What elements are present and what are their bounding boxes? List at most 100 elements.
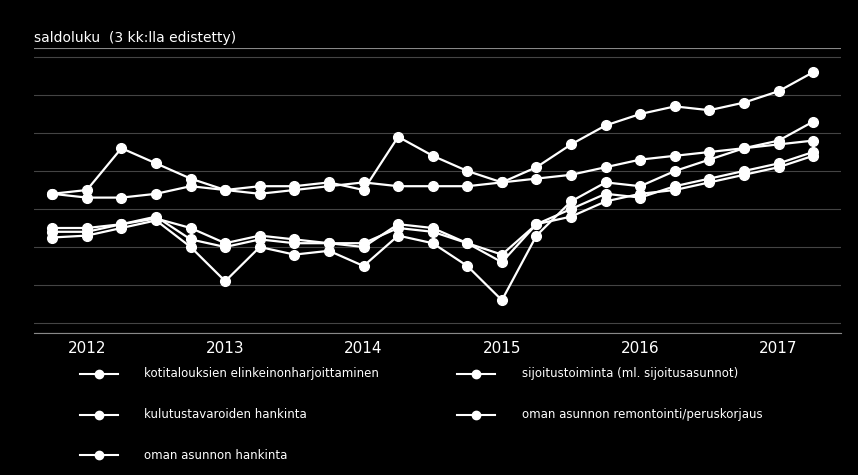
oman asunnon hankinta: [393, 233, 403, 238]
kotitalouksien elinkeinonharjoittaminen: [497, 180, 507, 185]
kulutustavaroiden hankinta: [359, 240, 369, 246]
kotitalouksien elinkeinonharjoittaminen: [773, 142, 783, 147]
Text: kulutustavaroiden hankinta: kulutustavaroiden hankinta: [144, 408, 307, 421]
sijoitustoiminta (ml. sijoitusasunnot): [393, 134, 403, 140]
kotitalouksien elinkeinonharjoittaminen: [151, 191, 161, 197]
oman asunnon remontointi/peruskorjaus: [393, 221, 403, 227]
oman asunnon remontointi/peruskorjaus: [670, 183, 680, 189]
sijoitustoiminta (ml. sijoitusasunnot): [704, 107, 715, 113]
Text: kotitalouksien elinkeinonharjoittaminen: kotitalouksien elinkeinonharjoittaminen: [144, 368, 379, 380]
oman asunnon hankinta: [808, 119, 819, 124]
kotitalouksien elinkeinonharjoittaminen: [635, 157, 645, 162]
Line: oman asunnon remontointi/peruskorjaus: oman asunnon remontointi/peruskorjaus: [47, 147, 818, 267]
kotitalouksien elinkeinonharjoittaminen: [221, 187, 231, 193]
Text: sijoitustoiminta (ml. sijoitusasunnot): sijoitustoiminta (ml. sijoitusasunnot): [522, 368, 738, 380]
sijoitustoiminta (ml. sijoitusasunnot): [635, 111, 645, 117]
sijoitustoiminta (ml. sijoitusasunnot): [739, 100, 749, 105]
oman asunnon hankinta: [704, 157, 715, 162]
oman asunnon hankinta: [566, 199, 577, 204]
kulutustavaroiden hankinta: [117, 221, 127, 227]
oman asunnon hankinta: [635, 183, 645, 189]
oman asunnon remontointi/peruskorjaus: [47, 229, 57, 235]
kotitalouksien elinkeinonharjoittaminen: [427, 183, 438, 189]
sijoitustoiminta (ml. sijoitusasunnot): [531, 164, 541, 170]
sijoitustoiminta (ml. sijoitusasunnot): [497, 180, 507, 185]
kotitalouksien elinkeinonharjoittaminen: [566, 172, 577, 178]
kotitalouksien elinkeinonharjoittaminen: [601, 164, 611, 170]
oman asunnon remontointi/peruskorjaus: [221, 244, 231, 250]
sijoitustoiminta (ml. sijoitusasunnot): [670, 104, 680, 109]
oman asunnon remontointi/peruskorjaus: [255, 237, 265, 242]
oman asunnon remontointi/peruskorjaus: [635, 195, 645, 200]
oman asunnon hankinta: [427, 240, 438, 246]
sijoitustoiminta (ml. sijoitusasunnot): [47, 191, 57, 197]
oman asunnon hankinta: [359, 263, 369, 269]
kotitalouksien elinkeinonharjoittaminen: [704, 149, 715, 155]
sijoitustoiminta (ml. sijoitusasunnot): [82, 187, 92, 193]
kotitalouksien elinkeinonharjoittaminen: [739, 145, 749, 151]
kulutustavaroiden hankinta: [566, 214, 577, 219]
oman asunnon hankinta: [773, 138, 783, 143]
oman asunnon hankinta: [47, 235, 57, 240]
oman asunnon hankinta: [323, 248, 334, 254]
sijoitustoiminta (ml. sijoitusasunnot): [808, 69, 819, 75]
oman asunnon remontointi/peruskorjaus: [497, 259, 507, 265]
oman asunnon remontointi/peruskorjaus: [185, 237, 196, 242]
oman asunnon hankinta: [289, 252, 299, 257]
oman asunnon remontointi/peruskorjaus: [773, 161, 783, 166]
oman asunnon hankinta: [497, 297, 507, 303]
sijoitustoiminta (ml. sijoitusasunnot): [601, 123, 611, 128]
kulutustavaroiden hankinta: [47, 225, 57, 231]
oman asunnon remontointi/peruskorjaus: [704, 176, 715, 181]
kulutustavaroiden hankinta: [255, 233, 265, 238]
kotitalouksien elinkeinonharjoittaminen: [289, 187, 299, 193]
oman asunnon remontointi/peruskorjaus: [117, 221, 127, 227]
kotitalouksien elinkeinonharjoittaminen: [323, 183, 334, 189]
oman asunnon hankinta: [462, 263, 473, 269]
oman asunnon remontointi/peruskorjaus: [601, 191, 611, 197]
Line: kotitalouksien elinkeinonharjoittaminen: kotitalouksien elinkeinonharjoittaminen: [47, 136, 818, 202]
sijoitustoiminta (ml. sijoitusasunnot): [773, 88, 783, 94]
oman asunnon remontointi/peruskorjaus: [531, 221, 541, 227]
sijoitustoiminta (ml. sijoitusasunnot): [323, 180, 334, 185]
oman asunnon remontointi/peruskorjaus: [566, 206, 577, 212]
oman asunnon hankinta: [601, 180, 611, 185]
kotitalouksien elinkeinonharjoittaminen: [808, 138, 819, 143]
oman asunnon hankinta: [531, 233, 541, 238]
sijoitustoiminta (ml. sijoitusasunnot): [185, 176, 196, 181]
oman asunnon hankinta: [117, 225, 127, 231]
kulutustavaroiden hankinta: [221, 240, 231, 246]
oman asunnon hankinta: [185, 244, 196, 250]
sijoitustoiminta (ml. sijoitusasunnot): [566, 142, 577, 147]
Text: oman asunnon remontointi/peruskorjaus: oman asunnon remontointi/peruskorjaus: [522, 408, 762, 421]
oman asunnon remontointi/peruskorjaus: [739, 168, 749, 174]
kulutustavaroiden hankinta: [808, 153, 819, 159]
kulutustavaroiden hankinta: [185, 225, 196, 231]
Line: kulutustavaroiden hankinta: kulutustavaroiden hankinta: [47, 151, 818, 259]
Line: oman asunnon hankinta: oman asunnon hankinta: [47, 117, 818, 305]
oman asunnon hankinta: [255, 244, 265, 250]
sijoitustoiminta (ml. sijoitusasunnot): [255, 183, 265, 189]
kulutustavaroiden hankinta: [82, 225, 92, 231]
kotitalouksien elinkeinonharjoittaminen: [47, 191, 57, 197]
kotitalouksien elinkeinonharjoittaminen: [82, 195, 92, 200]
kulutustavaroiden hankinta: [151, 216, 161, 221]
kotitalouksien elinkeinonharjoittaminen: [185, 183, 196, 189]
sijoitustoiminta (ml. sijoitusasunnot): [289, 183, 299, 189]
sijoitustoiminta (ml. sijoitusasunnot): [221, 187, 231, 193]
kulutustavaroiden hankinta: [323, 240, 334, 246]
oman asunnon remontointi/peruskorjaus: [82, 229, 92, 235]
kotitalouksien elinkeinonharjoittaminen: [531, 176, 541, 181]
kulutustavaroiden hankinta: [601, 199, 611, 204]
kulutustavaroiden hankinta: [427, 229, 438, 235]
oman asunnon hankinta: [151, 218, 161, 223]
oman asunnon remontointi/peruskorjaus: [323, 240, 334, 246]
kotitalouksien elinkeinonharjoittaminen: [462, 183, 473, 189]
kulutustavaroiden hankinta: [635, 191, 645, 197]
oman asunnon hankinta: [739, 145, 749, 151]
oman asunnon remontointi/peruskorjaus: [462, 240, 473, 246]
sijoitustoiminta (ml. sijoitusasunnot): [462, 168, 473, 174]
Text: oman asunnon hankinta: oman asunnon hankinta: [144, 449, 287, 462]
kotitalouksien elinkeinonharjoittaminen: [393, 183, 403, 189]
oman asunnon hankinta: [221, 278, 231, 284]
